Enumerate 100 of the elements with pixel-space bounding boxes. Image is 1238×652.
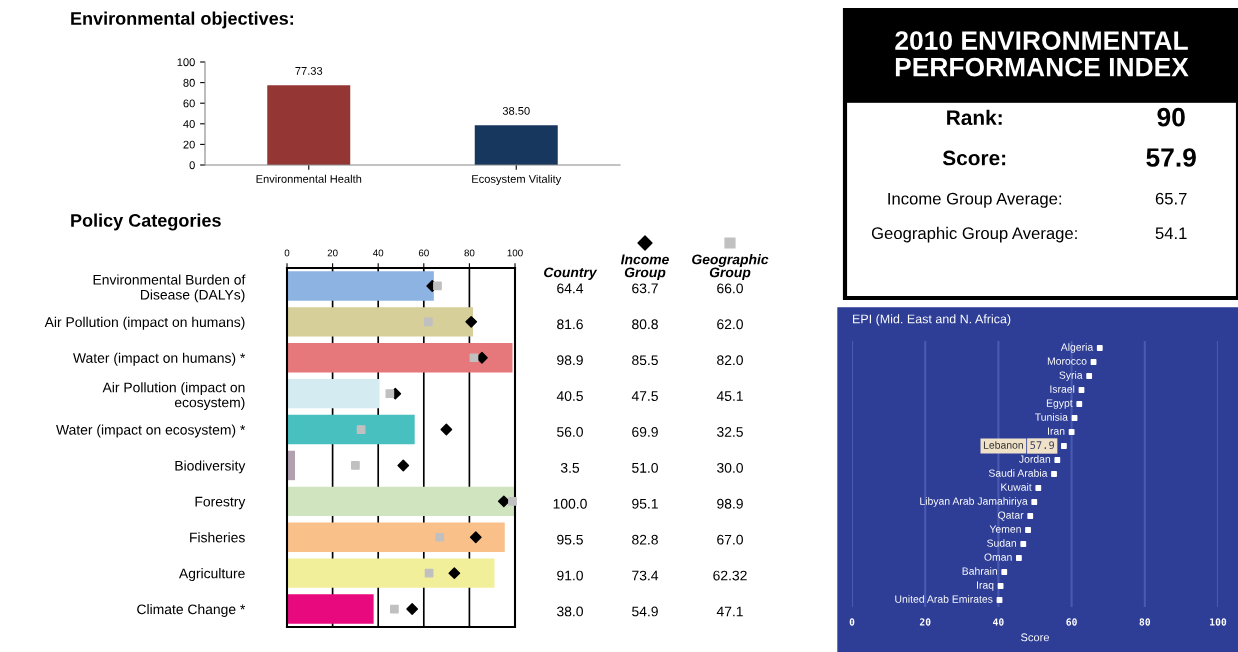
bar: [287, 486, 515, 517]
point: [1025, 527, 1031, 533]
y-tick-label: Israel: [1050, 385, 1075, 393]
data-label: 40.5: [556, 391, 583, 401]
data-label: 62.0: [717, 319, 743, 330]
data-label: 3.5: [560, 462, 580, 473]
bar: [287, 594, 374, 624]
point: [469, 531, 482, 544]
x-tick-label: 80: [1139, 618, 1151, 626]
point: [1051, 471, 1057, 477]
y-tick-label: Iran: [1048, 427, 1065, 435]
y-tick-label: Qatar: [998, 511, 1024, 521]
chart-title: Policy Categories: [71, 213, 221, 231]
point: [1054, 457, 1061, 463]
point: [1078, 387, 1085, 393]
y-tick-label: Forestry: [195, 496, 246, 510]
data-label: 82.0: [717, 355, 743, 366]
text: Score:: [942, 150, 1006, 166]
text: 54.1: [1155, 227, 1187, 240]
y-tick-label: 20: [183, 140, 195, 149]
data-label: 38.50: [502, 106, 530, 115]
data-label: 85.5: [632, 355, 658, 366]
bar: [287, 271, 434, 301]
data-label: 30.0: [717, 462, 743, 473]
x-tick-label: 100: [507, 249, 523, 257]
point: [497, 495, 510, 508]
y-tick-label: Yemen: [989, 525, 1021, 533]
x-tick-label: 60: [418, 249, 429, 257]
y-tick-label: United Arab Emirates: [895, 595, 993, 603]
x-tick-label: Ecosystem Vitality: [472, 174, 562, 186]
point: [433, 281, 442, 291]
bar: [287, 307, 474, 337]
y-tick-label: Lebanon: [983, 441, 1023, 449]
y-tick-label: 0: [189, 161, 195, 170]
data-label: 64.4: [557, 283, 584, 294]
x-tick-label: 0: [849, 618, 855, 626]
y-tick-label: Biodiversity: [175, 460, 246, 474]
data-label: 77.33: [295, 66, 323, 75]
data-label: 45.1: [716, 391, 743, 401]
y-tick-label: Iraq: [977, 581, 994, 591]
text: Country: [544, 267, 598, 280]
point: [1068, 429, 1075, 435]
point: [1016, 555, 1022, 561]
y-tick-label: Air Pollution (impact on humans): [44, 316, 245, 330]
y-tick-label: Libyan Arab Jamahiriya: [920, 497, 1028, 507]
bar: [287, 378, 380, 409]
y-tick-label: Water (impact on humans) *: [73, 352, 246, 366]
point: [465, 315, 478, 328]
data-label: 51.0: [632, 462, 658, 473]
point: [390, 604, 399, 614]
y-tick-label: Tunisia: [1034, 413, 1068, 421]
y-tick-label: 60: [183, 99, 195, 108]
y-tick-label: Climate Change *: [137, 604, 246, 617]
data-label: 81.6: [557, 319, 583, 330]
y-tick-label: Egypt: [1046, 399, 1073, 409]
point: [406, 603, 419, 615]
bar: [287, 414, 415, 445]
text: Income Group Average:: [888, 192, 1062, 208]
data-label: 57.9: [1030, 441, 1055, 450]
y-tick-label: Agriculture: [178, 568, 245, 582]
text: 65.7: [1155, 192, 1187, 205]
point: [423, 317, 433, 327]
chart-title: EPI (Mid. East and N. Africa): [853, 314, 1011, 326]
text: Rank:: [947, 109, 1002, 126]
point: [424, 568, 434, 578]
data-label: 56.0: [557, 427, 583, 437]
y-tick-label: Bahrain: [962, 567, 997, 575]
point: [1086, 373, 1093, 379]
y-tick-label: Kuwait: [1001, 483, 1032, 491]
x-tick-label: 100: [1210, 618, 1227, 626]
point: [997, 583, 1004, 589]
point: [1020, 541, 1027, 547]
data-label: 67.0: [717, 534, 743, 545]
point: [996, 597, 1003, 603]
point: [1001, 569, 1008, 575]
data-label: 47.5: [631, 391, 658, 401]
point: [508, 496, 517, 506]
bar: [287, 343, 513, 373]
data-label: 66.0: [717, 283, 743, 294]
y-tick-label: Saudi Arabia: [988, 469, 1048, 477]
point: [1035, 485, 1042, 491]
y-tick-label: 40: [183, 120, 195, 128]
legend-label: Geographic Group: [692, 254, 769, 280]
y-tick-label: Morocco: [1047, 357, 1087, 365]
point: [469, 353, 479, 363]
data-label: 80.8: [632, 319, 658, 330]
data-label: 63.7: [632, 283, 658, 294]
y-tick-label: 80: [183, 78, 195, 87]
data-label: 54.9: [632, 606, 658, 617]
x-tick-label: Environmental Health: [256, 174, 362, 183]
y-tick-label: Air Pollution (impact on ecosystem): [102, 382, 245, 411]
text: Geographic Group Average:: [871, 226, 1077, 243]
y-tick-label: Environmental Burden of Disease (DALYs): [93, 274, 246, 303]
text: 2010 ENVIRONMENTAL PERFORMANCE INDEX: [895, 31, 1189, 77]
point: [440, 423, 453, 436]
data-label: 95.1: [632, 498, 658, 509]
data-label: 47.1: [716, 606, 743, 617]
point: [1076, 401, 1083, 407]
y-tick-label: Syria: [1059, 371, 1083, 381]
x-tick-label: 80: [464, 249, 475, 257]
